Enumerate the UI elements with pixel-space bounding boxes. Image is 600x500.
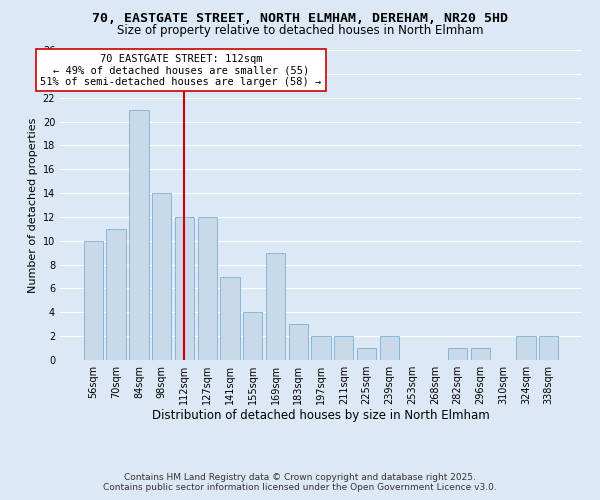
Bar xyxy=(152,193,172,360)
Bar xyxy=(106,229,126,360)
Bar xyxy=(448,348,467,360)
Bar xyxy=(516,336,536,360)
Bar xyxy=(311,336,331,360)
Bar xyxy=(243,312,262,360)
Text: Size of property relative to detached houses in North Elmham: Size of property relative to detached ho… xyxy=(117,24,483,37)
Bar xyxy=(334,336,353,360)
Bar xyxy=(539,336,558,360)
Bar xyxy=(266,252,285,360)
Bar xyxy=(220,276,239,360)
Bar xyxy=(197,217,217,360)
Bar xyxy=(289,324,308,360)
Text: 70, EASTGATE STREET, NORTH ELMHAM, DEREHAM, NR20 5HD: 70, EASTGATE STREET, NORTH ELMHAM, DEREH… xyxy=(92,12,508,26)
Bar xyxy=(129,110,149,360)
Bar xyxy=(357,348,376,360)
Y-axis label: Number of detached properties: Number of detached properties xyxy=(28,118,38,292)
X-axis label: Distribution of detached houses by size in North Elmham: Distribution of detached houses by size … xyxy=(152,408,490,422)
Bar xyxy=(470,348,490,360)
Text: 70 EASTGATE STREET: 112sqm
← 49% of detached houses are smaller (55)
51% of semi: 70 EASTGATE STREET: 112sqm ← 49% of deta… xyxy=(40,54,322,87)
Text: Contains HM Land Registry data © Crown copyright and database right 2025.
Contai: Contains HM Land Registry data © Crown c… xyxy=(103,473,497,492)
Bar xyxy=(175,217,194,360)
Bar xyxy=(84,241,103,360)
Bar xyxy=(380,336,399,360)
